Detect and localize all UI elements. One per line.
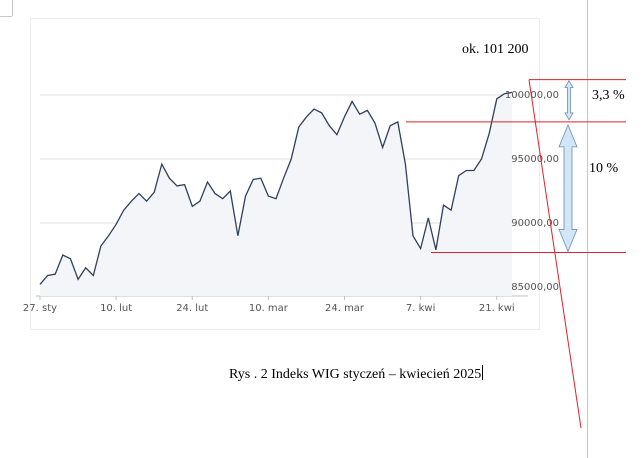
y-tick-label: 85000,00 — [511, 282, 559, 293]
y-axis-ticks: 85000,00 90000,00 95000,00 100000,00 — [505, 90, 559, 293]
projection-drop-line — [528, 79, 582, 429]
y-tick-label: 95000,00 — [511, 154, 559, 165]
x-tick-label: 27. sty — [23, 303, 57, 314]
x-tick-label: 7. kwi — [406, 303, 435, 314]
y-tick-label: 90000,00 — [511, 218, 559, 229]
figure-caption-text: Rys . 2 Indeks WIG styczeń – kwiecień 20… — [229, 367, 482, 382]
double-arrow-upper-gap — [564, 79, 574, 121]
lower-gap-percent-label: 10 % — [589, 161, 619, 176]
x-tick-label: 24. lut — [176, 303, 208, 314]
series-line — [39, 91, 513, 285]
figure-caption: Rys . 2 Indeks WIG styczeń – kwiecień 20… — [229, 365, 484, 383]
page-corner-mark — [12, 0, 13, 16]
page-border — [587, 0, 588, 458]
peak-value-label: ok. 101 200 — [462, 42, 529, 57]
annotation-layer: ok. 101 200 3,3 % 10 % — [406, 42, 626, 429]
y-tick-label: 100000,00 — [505, 90, 559, 101]
x-axis-ticks: 27. sty 10. lut 24. lut 10. mar 24. mar 7. kw… — [23, 296, 515, 314]
series-area-fill — [40, 92, 512, 297]
text-cursor — [482, 365, 484, 380]
x-tick-label: 10. mar — [249, 303, 289, 314]
x-tick-label: 24. mar — [325, 303, 365, 314]
upper-gap-percent-label: 3,3 % — [592, 88, 625, 103]
x-tick-label: 10. lut — [100, 303, 132, 314]
x-tick-label: 21. kwi — [479, 303, 515, 314]
page-corner-mark — [0, 16, 12, 17]
chart-frame — [30, 18, 540, 330]
double-arrow-lower-gap — [558, 123, 578, 253]
